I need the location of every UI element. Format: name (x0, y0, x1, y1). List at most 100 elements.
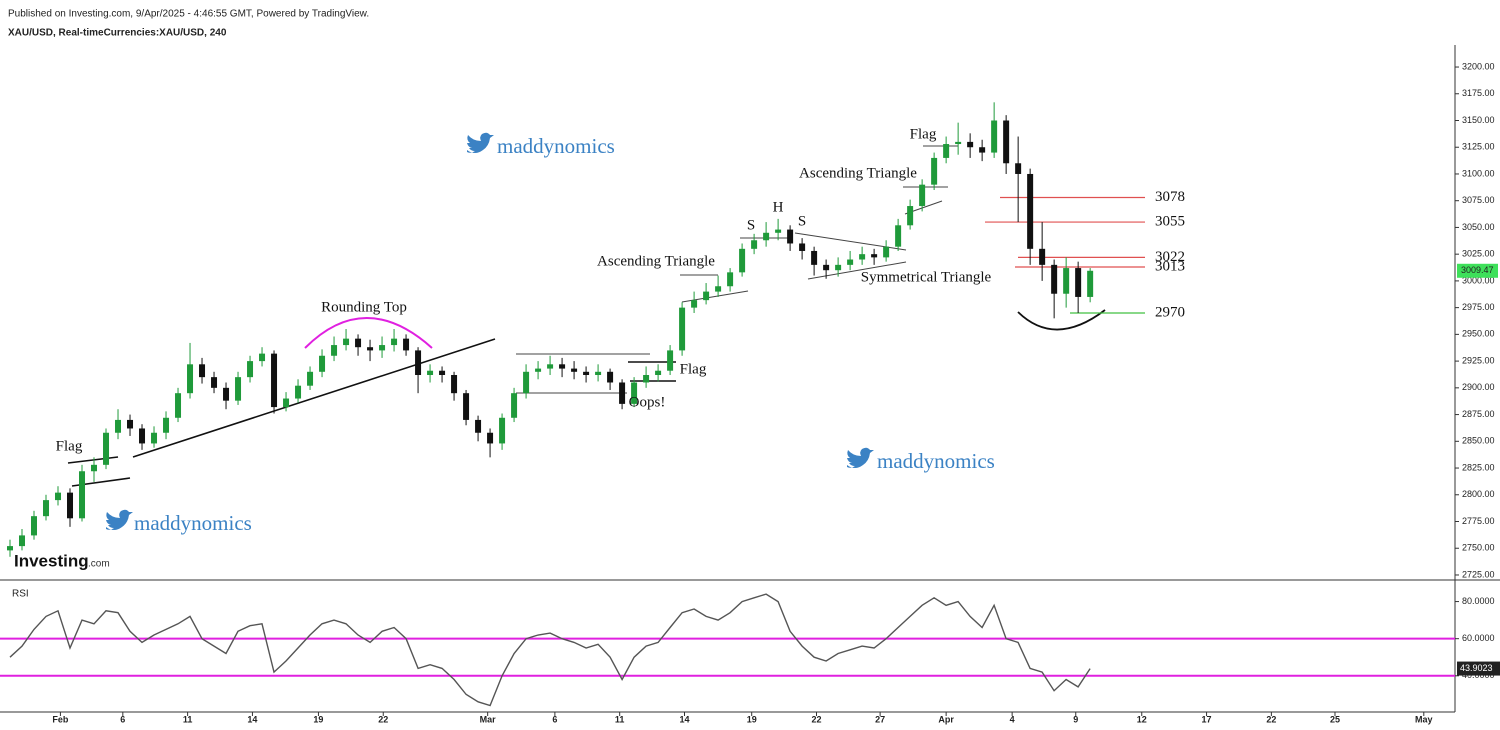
candle-body (115, 419, 122, 433)
candle-body (631, 382, 638, 404)
candle-body (223, 387, 230, 401)
x-tick-label: Mar (480, 714, 497, 724)
candle-body (1015, 163, 1022, 174)
y-tick-label: 2750.00 (1462, 543, 1495, 553)
candle-body (295, 385, 302, 399)
rsi-title: RSI (12, 589, 29, 600)
candle-body (463, 393, 470, 420)
watermark: maddynomics maddynomics maddynomics (106, 132, 995, 535)
x-tick-label: 27 (875, 714, 885, 724)
chart-title: XAU/USD, Real-timeCurrencies:XAU/USD, 24… (8, 28, 227, 39)
candle-body (403, 338, 410, 351)
candle-body (907, 206, 914, 226)
candle-body (739, 248, 746, 273)
source: Published on Investing.com, 9/Apr/2025 -… (8, 9, 369, 20)
x-tick-label: 11 (183, 714, 193, 724)
candle-body (307, 371, 314, 386)
candle-body (991, 120, 998, 153)
candle-body (559, 364, 566, 369)
y-tick-label: 3125.00 (1462, 142, 1495, 152)
candle-body (7, 546, 14, 551)
candle-body (127, 419, 134, 429)
candle-body (583, 371, 590, 376)
x-tick-label: Apr (938, 714, 954, 724)
y-tick-label: 2975.00 (1462, 302, 1495, 312)
x-tick-label: 22 (1266, 714, 1276, 724)
candle-body (91, 464, 98, 472)
candle-body (955, 141, 962, 145)
last-price-label: 3009.47 (1461, 265, 1494, 275)
candle-body (259, 353, 266, 362)
candle-body (175, 393, 182, 418)
candle-body (235, 377, 242, 401)
logo: Investing (14, 551, 89, 570)
candle-body (151, 432, 158, 444)
candle-body (1051, 264, 1058, 294)
rsi-line (9, 593, 1091, 707)
level-label: 2970 (1155, 304, 1185, 320)
x-tick-label: 19 (313, 714, 323, 724)
candle-body (451, 375, 458, 394)
x-tick-label: 4 (1010, 714, 1015, 724)
candle-body (571, 368, 578, 372)
y-tick-label: 3025.00 (1462, 249, 1495, 259)
candle-body (667, 350, 674, 371)
x-tick-label: 17 (1202, 714, 1212, 724)
candle-body (67, 492, 74, 519)
y-tick-label: 3175.00 (1462, 88, 1495, 98)
candle-body (523, 371, 530, 394)
candle-body (883, 246, 890, 258)
y-tick-label: 2900.00 (1462, 382, 1495, 392)
candle-body (691, 300, 698, 308)
watermark-text: maddynomics (877, 449, 995, 473)
candle-body (55, 492, 62, 501)
candle-body (655, 370, 662, 376)
annotation: Ascending Triangle (799, 165, 917, 181)
candle-body (811, 250, 818, 265)
candle-body (607, 371, 614, 383)
y-tick-label: 3200.00 (1462, 61, 1495, 71)
annotation: S (798, 213, 806, 229)
last-price-box (1457, 263, 1498, 278)
annotation: Flag (56, 438, 83, 454)
candle-body (31, 516, 38, 536)
candle-body (283, 398, 290, 408)
candle-body (391, 338, 398, 346)
candle-body (103, 432, 110, 465)
x-tick-label: 22 (378, 714, 388, 724)
y-tick-label: 2825.00 (1462, 462, 1495, 472)
y-tick-label: 2725.00 (1462, 569, 1495, 579)
candle-body (271, 353, 278, 408)
y-tick-label: 2925.00 (1462, 355, 1495, 365)
annotation: Symmetrical Triangle (861, 269, 992, 285)
x-tick-label: 22 (812, 714, 822, 724)
candle-body (1063, 268, 1070, 294)
candle-body (79, 471, 86, 519)
candle-body (919, 184, 926, 207)
y-tick-label: 2950.00 (1462, 329, 1495, 339)
y-tick-label: 80.0000 (1462, 596, 1495, 606)
candle-body (619, 382, 626, 404)
candle-body (367, 347, 374, 351)
candle-body (799, 243, 806, 251)
level-label: 3013 (1155, 258, 1185, 274)
candle-body (343, 338, 350, 346)
candle-body (835, 264, 842, 271)
y-tick-label: 2775.00 (1462, 516, 1495, 526)
x-tick-label: 9 (1073, 714, 1078, 724)
candle-body (859, 254, 866, 260)
annotation: Flag (910, 126, 937, 142)
y-tick-label: 2800.00 (1462, 489, 1495, 499)
candle-body (931, 157, 938, 185)
annotation: Flag (680, 361, 707, 377)
watermark-text: maddynomics (134, 511, 252, 535)
y-tick-label: 3000.00 (1462, 275, 1495, 285)
x-tick-label: May (1415, 714, 1433, 724)
candle-body (871, 254, 878, 258)
y-tick-label: 2875.00 (1462, 409, 1495, 419)
level-label: 3022 (1155, 249, 1185, 265)
y-tick-label: 2850.00 (1462, 436, 1495, 446)
candle-body (475, 419, 482, 433)
x-tick-label: 11 (615, 714, 625, 724)
